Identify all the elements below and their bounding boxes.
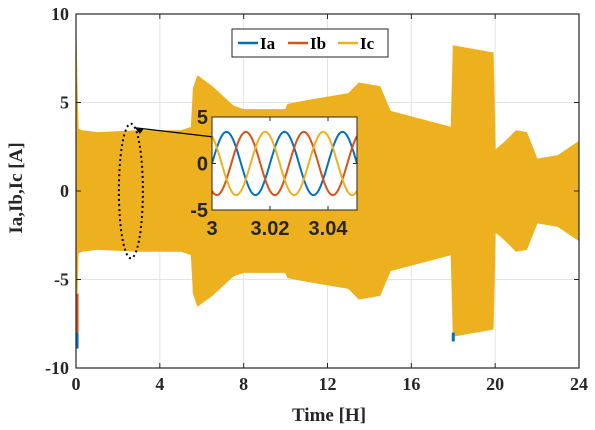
x-tick-label: 0: [72, 374, 81, 394]
legend: Ia Ib Ic: [231, 28, 389, 58]
y-tick-label: -10: [45, 358, 69, 378]
x-tick-label: 4: [155, 374, 164, 394]
inset-y-tick-label: 0: [197, 154, 208, 176]
x-tick-label: 20: [486, 374, 504, 394]
y-tick-label: 5: [60, 93, 69, 113]
inset-x-tick-label: 3.04: [309, 218, 349, 240]
inset-y-tick-label: 5: [197, 107, 208, 129]
y-tick-label: 10: [51, 4, 69, 24]
main-ticks: [75, 13, 580, 369]
x-tick-label: 16: [402, 374, 420, 394]
zoom-arrow-line: [134, 127, 215, 138]
zoom-arrow-head: [134, 127, 144, 134]
inset-x-tick-label: 3.02: [251, 218, 290, 240]
main-spikes: [75, 293, 455, 349]
inset-chart: 3 3.02 3.04 -5 0 5: [190, 107, 358, 240]
main-y-tick-labels: -10 -5 0 5 10: [45, 4, 69, 378]
legend-label-Ia: Ia: [260, 34, 276, 53]
x-tick-label: 24: [570, 374, 588, 394]
inset-x-tick-label: 3: [206, 218, 217, 240]
legend-label-Ib: Ib: [310, 34, 326, 53]
inset-series-Ic: [211, 130, 358, 197]
y-axis-label: Ia,Ib,Ic [A]: [6, 142, 27, 233]
x-axis-label: Time [H]: [292, 405, 366, 426]
y-tick-label: -5: [54, 270, 69, 290]
x-tick-label: 8: [239, 374, 248, 394]
y-tick-label: 0: [60, 181, 69, 201]
main-x-tick-labels: 0 4 8 12 16 20 24: [72, 374, 589, 394]
zoom-ellipse: [117, 122, 144, 260]
legend-label-Ic: Ic: [360, 34, 375, 53]
x-tick-label: 12: [319, 374, 337, 394]
zoom-annotation: [117, 122, 215, 260]
inset-y-tick-label: -5: [190, 200, 208, 222]
